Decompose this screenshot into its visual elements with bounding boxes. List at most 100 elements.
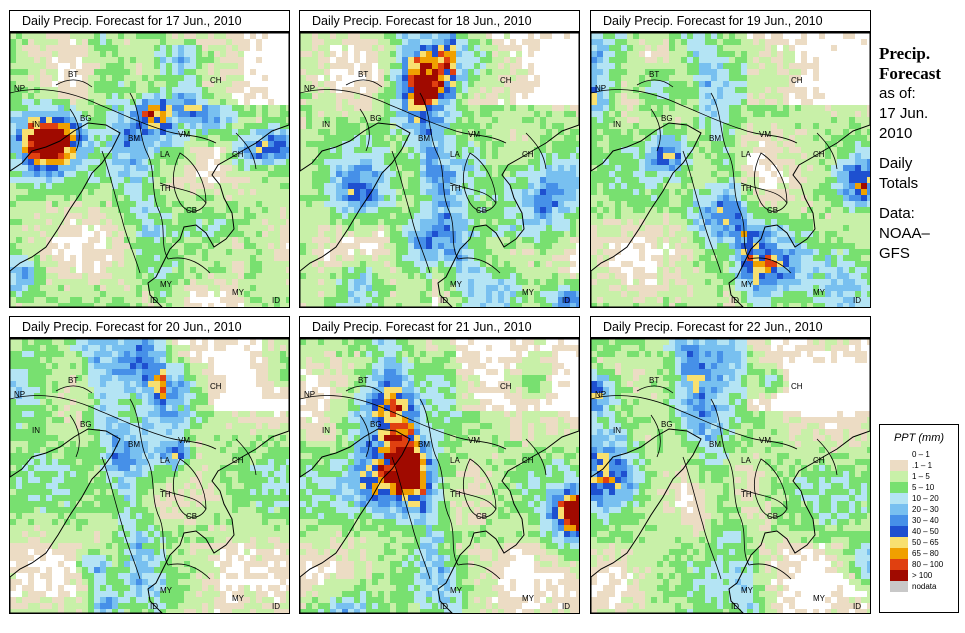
country-label: CH xyxy=(232,456,244,465)
country-border xyxy=(359,108,370,152)
legend-item: 30 – 40 xyxy=(890,515,958,526)
country-border xyxy=(591,89,742,130)
legend-swatch xyxy=(890,460,908,471)
country-border xyxy=(10,89,161,130)
legend-label: 5 – 10 xyxy=(912,483,935,492)
country-label: CH xyxy=(500,382,512,391)
country-border xyxy=(300,395,451,436)
country-border xyxy=(449,488,497,510)
country-border xyxy=(753,152,788,212)
country-label: BM xyxy=(128,134,140,143)
precip-legend: PPT (mm) 0 – 1 .1 – 1 1 – 5 5 – 10 10 – 20 20… xyxy=(879,424,959,613)
country-label: BM xyxy=(418,134,430,143)
country-border xyxy=(419,92,459,260)
legend-swatch xyxy=(890,559,908,570)
country-label: BT xyxy=(649,376,659,385)
country-label: ID xyxy=(272,602,280,611)
country-border xyxy=(55,79,93,88)
panel-title: Daily Precip. Forecast for 19 Jun., 2010 xyxy=(590,10,871,32)
precip-map[interactable]: NP BT IN BG BM CH VM LA TH CB CH MY MY ID ID xyxy=(299,32,580,308)
side-line: 17 Jun. xyxy=(879,105,929,122)
country-label: ID xyxy=(562,602,570,611)
country-border xyxy=(636,385,674,394)
legend-item: 0 – 1 xyxy=(890,449,958,460)
country-label: TH xyxy=(160,184,171,193)
coastline xyxy=(591,33,870,307)
country-border xyxy=(345,385,383,394)
country-border xyxy=(462,458,497,518)
legend-swatch xyxy=(890,449,908,460)
legend-item: > 100 xyxy=(890,570,958,581)
country-border xyxy=(650,108,661,152)
country-label: MY xyxy=(741,280,754,289)
country-border xyxy=(159,488,207,510)
country-border xyxy=(710,398,750,566)
side-line: GFS xyxy=(879,245,910,262)
country-label: CB xyxy=(767,512,778,521)
country-label: VM xyxy=(468,130,480,139)
panel-title: Daily Precip. Forecast for 20 Jun., 2010 xyxy=(9,316,290,338)
country-border xyxy=(167,257,211,274)
legend-item: 10 – 20 xyxy=(890,493,958,504)
legend-label: nodata xyxy=(912,582,937,591)
country-border xyxy=(129,92,169,260)
country-border xyxy=(449,128,507,144)
precip-map[interactable]: NP BT IN BG BM CH VM LA TH CB CH MY MY ID ID xyxy=(9,338,290,614)
country-label: VM xyxy=(178,436,190,445)
legend-item: 5 – 10 xyxy=(890,482,958,493)
country-label: IN xyxy=(32,426,40,435)
country-label: IN xyxy=(32,120,40,129)
side-line: 2010 xyxy=(879,125,913,142)
legend-swatch xyxy=(890,482,908,493)
country-label: LA xyxy=(450,150,460,159)
country-label: BG xyxy=(661,420,673,429)
country-label: CB xyxy=(476,512,487,521)
legend-item: .1 – 1 xyxy=(890,460,958,471)
country-label: BM xyxy=(128,440,140,449)
legend-item: 65 – 80 xyxy=(890,548,958,559)
legend-swatch xyxy=(890,581,908,592)
country-label: BT xyxy=(358,376,368,385)
legend-swatch xyxy=(890,471,908,482)
country-border xyxy=(710,92,750,260)
country-border xyxy=(235,438,257,476)
side-title-line1: Precip. xyxy=(879,44,931,63)
country-border xyxy=(748,563,792,580)
country-label: TH xyxy=(741,184,752,193)
country-label: BT xyxy=(68,376,78,385)
forecast-panel-6: Daily Precip. Forecast for 22 Jun., 2010… xyxy=(590,316,871,614)
precip-map[interactable]: NP BT IN BG BM CH VM LA TH CB CH MY MY ID ID xyxy=(299,338,580,614)
country-border xyxy=(682,456,722,580)
country-border xyxy=(391,150,431,274)
country-label: ID xyxy=(853,602,861,611)
country-label: CH xyxy=(813,456,825,465)
country-label: BT xyxy=(68,70,78,79)
country-border xyxy=(159,434,217,450)
country-label: MY xyxy=(813,288,826,297)
country-border xyxy=(69,108,80,152)
forecast-panel-3: Daily Precip. Forecast for 19 Jun., 2010… xyxy=(590,10,871,308)
country-label: MY xyxy=(160,586,173,595)
precip-map[interactable]: NP BT IN BG BM CH VM LA TH CB CH MY MY ID ID xyxy=(590,32,871,308)
precip-map[interactable]: NP BT IN BG BM CH VM LA TH CB CH MY MY ID ID xyxy=(590,338,871,614)
country-label: CB xyxy=(186,512,197,521)
forecast-panel-4: Daily Precip. Forecast for 20 Jun., 2010… xyxy=(9,316,290,614)
country-label: CH xyxy=(522,456,534,465)
country-border xyxy=(636,79,674,88)
legend-swatch xyxy=(890,526,908,537)
country-label: MY xyxy=(450,586,463,595)
country-label: ID xyxy=(853,296,861,305)
precip-map[interactable]: NP BT IN BG BM CH VM LA TH CB CH MY MY ID ID xyxy=(9,32,290,308)
country-border xyxy=(740,434,798,450)
country-border xyxy=(525,438,547,476)
country-label: CH xyxy=(500,76,512,85)
country-border xyxy=(300,89,451,130)
legend-swatch xyxy=(890,548,908,559)
country-border xyxy=(740,182,788,204)
country-label: LA xyxy=(160,150,170,159)
country-label: MY xyxy=(160,280,173,289)
